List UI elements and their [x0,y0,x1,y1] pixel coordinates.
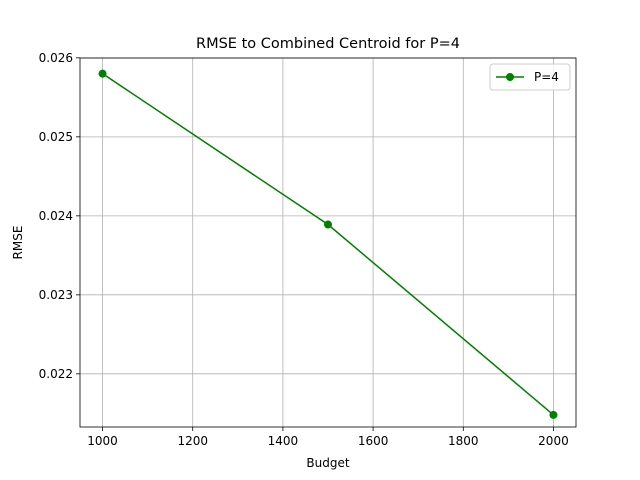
y-tick-label: 0.023 [39,288,73,302]
x-tick-label: 1800 [448,434,479,448]
y-tick-label: 0.025 [39,130,73,144]
x-tick-label: 1000 [87,434,118,448]
x-tick-label: 2000 [538,434,569,448]
y-axis-label: RMSE [11,226,25,260]
series-layer [98,69,558,419]
chart-title: RMSE to Combined Centroid for P=4 [196,36,460,52]
y-tick-label: 0.022 [39,367,73,381]
x-axis-label: Budget [306,456,349,470]
y-tick-label: 0.024 [39,209,73,223]
x-tick-label: 1200 [177,434,208,448]
legend-marker [506,73,514,81]
x-tick-label: 1400 [268,434,299,448]
data-point [98,69,107,78]
data-point [549,410,558,419]
legend-box [489,63,571,91]
data-point [324,220,332,229]
legend-label: P=4 [534,70,559,84]
y-tick-label: 0.026 [39,51,73,65]
legend: P=4 [489,63,571,91]
ticks: 1000 1200 1400 1600 1800 2000 0.022 0.023 0.024 0… [39,51,569,448]
plot-frame [79,57,577,428]
x-tick-label: 1600 [358,434,389,448]
